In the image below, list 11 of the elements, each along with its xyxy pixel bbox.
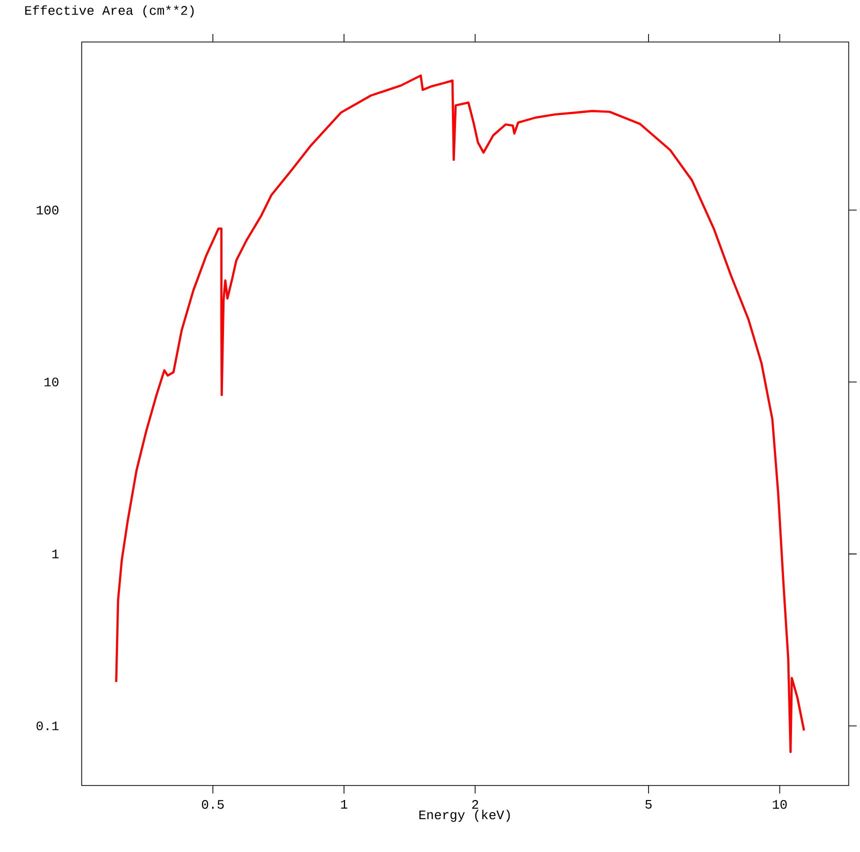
y-tick-label: 100 — [36, 206, 58, 214]
x-tick-label: 1 — [341, 800, 348, 809]
y-tick-label: 1 — [52, 550, 59, 558]
y-axis-title: Effective Area (cm**2) — [25, 5, 194, 18]
x-tick-label: 0.5 — [202, 800, 224, 809]
x-tick-label: 10 — [772, 800, 787, 809]
x-axis-title: Energy (keV) — [419, 810, 510, 822]
x-tick-label: 5 — [645, 800, 652, 809]
x-tick-label: 2 — [472, 800, 478, 809]
y-tick-label: 10 — [44, 378, 58, 386]
y-tick-label: 0.1 — [36, 721, 59, 730]
